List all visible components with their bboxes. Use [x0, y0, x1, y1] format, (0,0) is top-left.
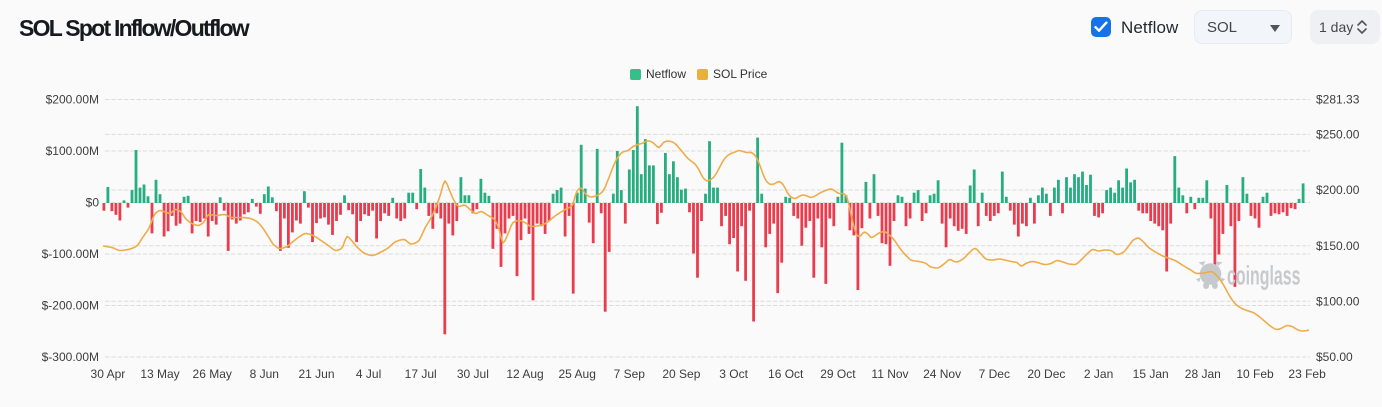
- svg-text:15 Jan: 15 Jan: [1133, 367, 1169, 381]
- svg-text:16 Oct: 16 Oct: [768, 367, 804, 381]
- svg-text:26 May: 26 May: [193, 367, 232, 381]
- svg-text:29 Oct: 29 Oct: [820, 367, 856, 381]
- svg-text:10 Feb: 10 Feb: [1236, 367, 1274, 381]
- svg-text:4 Jul: 4 Jul: [356, 367, 381, 381]
- svg-text:21 Jun: 21 Jun: [298, 367, 334, 381]
- svg-text:20 Dec: 20 Dec: [1027, 367, 1065, 381]
- svg-text:3 Oct: 3 Oct: [719, 367, 748, 381]
- svg-text:$200.00M: $200.00M: [46, 93, 99, 107]
- svg-text:20 Sep: 20 Sep: [662, 367, 700, 381]
- svg-text:30 Jul: 30 Jul: [457, 367, 489, 381]
- svg-text:23 Feb: 23 Feb: [1288, 367, 1326, 381]
- svg-text:25 Aug: 25 Aug: [559, 367, 596, 381]
- svg-text:28 Jan: 28 Jan: [1185, 367, 1221, 381]
- svg-text:2 Jan: 2 Jan: [1084, 367, 1113, 381]
- svg-text:24 Nov: 24 Nov: [923, 367, 961, 381]
- svg-text:$0: $0: [86, 196, 100, 210]
- svg-text:7 Sep: 7 Sep: [614, 367, 646, 381]
- svg-text:$200.00: $200.00: [1316, 183, 1360, 197]
- svg-text:12 Aug: 12 Aug: [506, 367, 543, 381]
- svg-text:$100.00: $100.00: [1316, 295, 1360, 309]
- svg-text:$-100.00M: $-100.00M: [42, 247, 99, 261]
- svg-text:$-200.00M: $-200.00M: [42, 299, 99, 313]
- svg-text:8 Jun: 8 Jun: [250, 367, 279, 381]
- svg-text:17 Jul: 17 Jul: [405, 367, 437, 381]
- svg-text:coinglass: coinglass: [1227, 260, 1300, 290]
- svg-text:$250.00: $250.00: [1316, 128, 1360, 142]
- svg-text:$-300.00M: $-300.00M: [42, 350, 99, 364]
- svg-text:7 Dec: 7 Dec: [979, 367, 1010, 381]
- svg-text:$281.33: $281.33: [1316, 93, 1360, 107]
- svg-text:13 May: 13 May: [140, 367, 179, 381]
- svg-text:$100.00M: $100.00M: [46, 144, 99, 158]
- svg-text:$150.00: $150.00: [1316, 239, 1360, 253]
- svg-text:30 Apr: 30 Apr: [91, 367, 126, 381]
- svg-text:$50.00: $50.00: [1316, 350, 1353, 364]
- svg-text:11 Nov: 11 Nov: [871, 367, 908, 381]
